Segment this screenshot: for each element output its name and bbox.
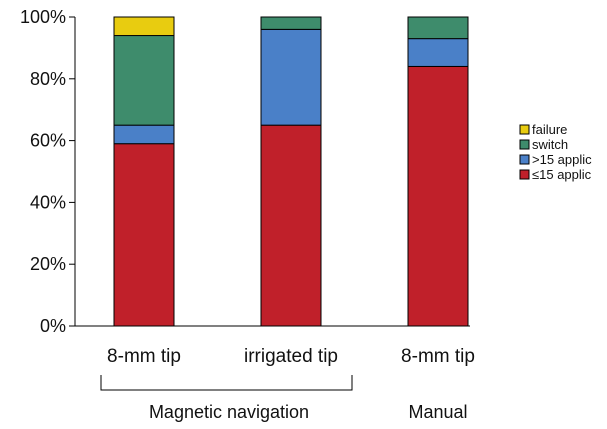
group-label: Magnetic navigation — [149, 402, 309, 422]
bar-segment-1-series-3 — [113, 35, 175, 126]
legend-swatch — [519, 124, 530, 135]
bars — [113, 16, 469, 327]
y-ticks: 0% 20% 40% 60% 80% 100% — [20, 7, 75, 336]
group-bracket — [100, 375, 353, 391]
bar-segment-2-series-2 — [260, 28, 322, 126]
y-tick-label: 80% — [30, 69, 66, 89]
group-labels: Magnetic navigation Manual — [100, 375, 468, 422]
bar-segment-3-series-3 — [407, 16, 469, 40]
legend-swatch — [519, 169, 530, 180]
y-tick-label: 40% — [30, 192, 66, 212]
bar-segment-1-series-4 — [113, 16, 175, 37]
legend-swatch — [519, 139, 530, 150]
bar-segment-2-series-3 — [260, 16, 322, 30]
y-tick-label: 0% — [40, 316, 66, 336]
x-tick-labels: 8-mm tip irrigated tip 8-mm tip — [107, 346, 475, 367]
y-tick-label: 60% — [30, 131, 66, 151]
legend-label: failure — [532, 122, 567, 137]
bar-segment-3-series-2 — [407, 38, 469, 67]
x-tick-label: irrigated tip — [244, 346, 338, 367]
legend-label: ≤15 applic — [532, 167, 592, 182]
x-tick-label: 8-mm tip — [401, 346, 475, 367]
y-tick-label: 100% — [20, 7, 66, 27]
group-label: Manual — [408, 402, 467, 422]
legend-label: >15 applic — [532, 152, 592, 167]
bar-segment-2-series-1 — [260, 124, 322, 327]
bar-segment-1-series-1 — [113, 143, 175, 327]
legend-label: switch — [532, 137, 568, 152]
bar-segment-1-series-2 — [113, 124, 175, 145]
legend-swatch — [519, 154, 530, 165]
y-tick-label: 20% — [30, 254, 66, 274]
bar-segment-3-series-1 — [407, 65, 469, 327]
x-tick-label: 8-mm tip — [107, 346, 181, 367]
